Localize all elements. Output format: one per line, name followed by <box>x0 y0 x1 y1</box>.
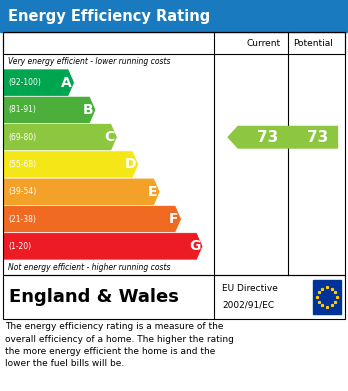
Polygon shape <box>3 124 117 151</box>
Text: Current: Current <box>246 38 280 47</box>
Text: EU Directive: EU Directive <box>222 284 278 293</box>
Text: Energy Efficiency Rating: Energy Efficiency Rating <box>8 9 210 23</box>
Text: (21-38): (21-38) <box>8 215 36 224</box>
Text: A: A <box>61 75 72 90</box>
Text: 73: 73 <box>307 130 328 145</box>
Polygon shape <box>3 178 160 205</box>
Text: Very energy efficient - lower running costs: Very energy efficient - lower running co… <box>8 57 171 66</box>
Text: (55-68): (55-68) <box>8 160 36 169</box>
Polygon shape <box>3 205 182 233</box>
Text: (81-91): (81-91) <box>8 106 36 115</box>
Text: (39-54): (39-54) <box>8 187 36 196</box>
Polygon shape <box>3 69 74 96</box>
Text: D: D <box>125 158 136 172</box>
Polygon shape <box>3 151 139 178</box>
Text: B: B <box>82 103 93 117</box>
Text: The energy efficiency rating is a measure of the
overall efficiency of a home. T: The energy efficiency rating is a measur… <box>5 322 234 368</box>
Bar <box>3 275 345 319</box>
Polygon shape <box>3 233 203 260</box>
Bar <box>0 0 348 32</box>
Text: Potential: Potential <box>293 38 333 47</box>
Bar <box>3 32 345 275</box>
Text: C: C <box>104 130 114 144</box>
Polygon shape <box>227 126 296 149</box>
Text: 73: 73 <box>257 130 278 145</box>
Text: Not energy efficient - higher running costs: Not energy efficient - higher running co… <box>8 263 171 272</box>
Text: G: G <box>189 239 200 253</box>
Polygon shape <box>3 96 96 124</box>
Text: England & Wales: England & Wales <box>9 288 179 306</box>
Bar <box>3 32 345 54</box>
Text: (69-80): (69-80) <box>8 133 36 142</box>
Text: (92-100): (92-100) <box>8 78 41 87</box>
Text: (1-20): (1-20) <box>8 242 31 251</box>
Bar <box>313 280 341 314</box>
Text: F: F <box>169 212 178 226</box>
Text: E: E <box>147 185 157 199</box>
Text: 2002/91/EC: 2002/91/EC <box>222 301 274 310</box>
Polygon shape <box>285 126 338 149</box>
